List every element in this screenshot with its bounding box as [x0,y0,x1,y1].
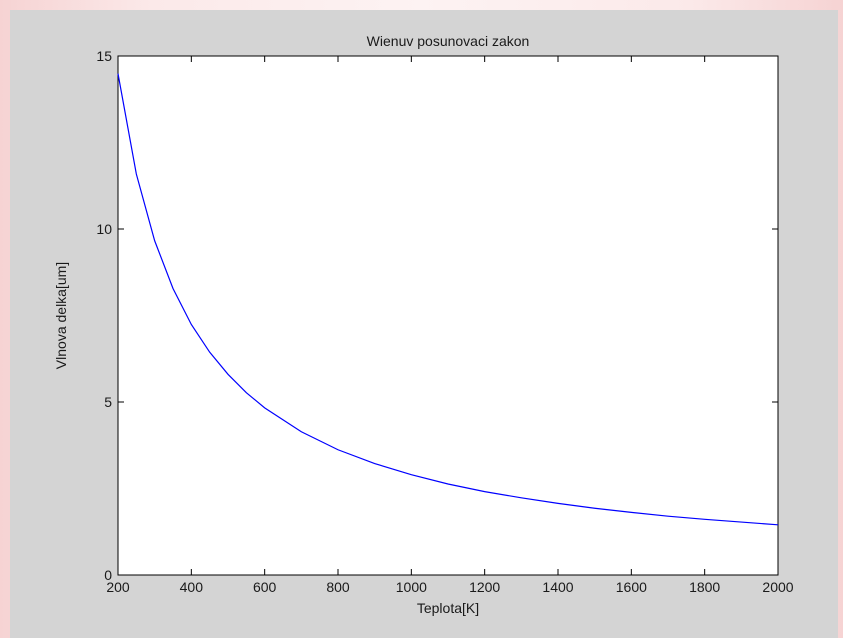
y-axis: 0 5 10 15 [96,48,778,583]
y-tick-label: 5 [104,394,112,410]
y-axis-title: Vlnova delka[um] [53,262,69,369]
x-tick-label: 1600 [616,579,647,595]
x-tick-label: 1200 [469,579,500,595]
x-tick-label: 200 [106,579,130,595]
x-axis-title: Teplota[K] [417,600,479,616]
y-tick-label: 0 [104,567,112,583]
x-tick-label: 800 [326,579,350,595]
chart: Wienuv posunovaci zakon 200 400 600 800 1000… [53,33,794,616]
y-tick-label: 10 [96,221,112,237]
x-axis: 200 400 600 800 1000 1200 1400 1600 1800 2000 [106,56,794,595]
x-tick-label: 600 [253,579,277,595]
y-tick-label: 15 [96,48,112,64]
x-tick-label: 2000 [762,579,793,595]
series-line [117,73,779,526]
chart-title: Wienuv posunovaci zakon [367,33,530,49]
plot-area [117,55,779,576]
figure-window: Wienuv posunovaci zakon 200 400 600 800 1000… [10,10,838,638]
x-tick-label: 400 [180,579,204,595]
x-tick-label: 1400 [542,579,573,595]
x-tick-label: 1000 [396,579,427,595]
x-tick-label: 1800 [689,579,720,595]
